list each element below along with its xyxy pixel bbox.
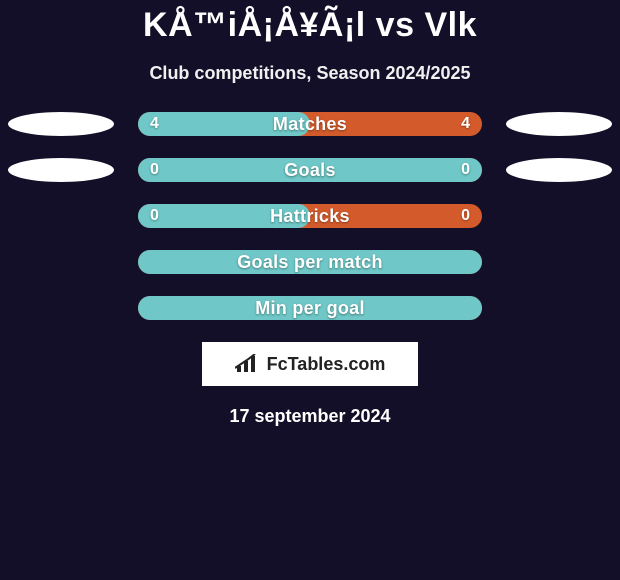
stat-label: Matches (273, 114, 347, 135)
stat-row: Min per goal (0, 296, 620, 320)
stat-right-value: 0 (461, 161, 470, 179)
stat-pill: Goals per match (138, 250, 482, 274)
stat-left-value: 0 (150, 161, 159, 179)
stat-pill: 0 0 Hattricks (138, 204, 482, 228)
stat-rows: 4 4 Matches 0 0 Goals 0 0 Hattricks Goals per mat… (0, 112, 620, 320)
stat-label: Goals (284, 160, 336, 181)
page-title: KÅ™iÅ¡Å¥Ã¡l vs Vlk (143, 6, 477, 45)
page-root: KÅ™iÅ¡Å¥Ã¡l vs Vlk Club competitions, Se… (0, 0, 620, 427)
logo-text: FcTables.com (267, 354, 386, 375)
stat-pill: Min per goal (138, 296, 482, 320)
stat-left-value: 4 (150, 115, 159, 133)
logo-box[interactable]: FcTables.com (202, 342, 418, 386)
stat-pill: 4 4 Matches (138, 112, 482, 136)
stat-pill: 0 0 Goals (138, 158, 482, 182)
stat-row: Goals per match (0, 250, 620, 274)
stat-row: 4 4 Matches (0, 112, 620, 136)
stat-row: 0 0 Goals (0, 158, 620, 182)
page-subtitle: Club competitions, Season 2024/2025 (149, 63, 470, 84)
stat-right-value: 4 (461, 115, 470, 133)
chart-icon (235, 354, 261, 374)
left-ellipse (8, 158, 114, 182)
right-ellipse (506, 158, 612, 182)
date-text: 17 september 2024 (229, 406, 390, 427)
stat-row: 0 0 Hattricks (0, 204, 620, 228)
stat-label: Min per goal (255, 298, 365, 319)
left-ellipse (8, 112, 114, 136)
stat-label: Goals per match (237, 252, 383, 273)
right-ellipse (506, 112, 612, 136)
stat-label: Hattricks (270, 206, 350, 227)
stat-right-value: 0 (461, 207, 470, 225)
stat-left-value: 0 (150, 207, 159, 225)
